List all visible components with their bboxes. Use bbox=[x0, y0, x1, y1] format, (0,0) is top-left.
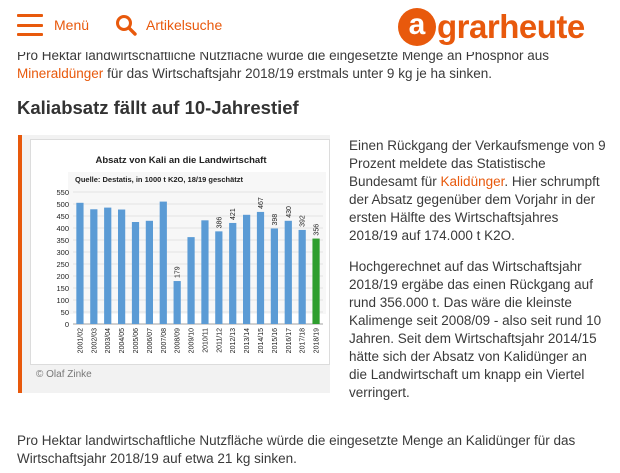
search-icon bbox=[116, 15, 137, 36]
x-tick-label: 2006/07 bbox=[147, 328, 154, 353]
data-label: 421 bbox=[230, 208, 237, 220]
x-tick-label: 2008/09 bbox=[175, 328, 182, 353]
y-axis-ticks: 0 50 100 150 200 250 300 350 400 450 500 550 bbox=[56, 188, 69, 329]
y-tick-label: 250 bbox=[56, 260, 69, 269]
x-tick-label: 2003/04 bbox=[105, 328, 112, 353]
intro-paragraph: Pro Hektar landwirtschaftliche Nutzfläch… bbox=[17, 47, 607, 83]
data-label: 467 bbox=[258, 197, 265, 209]
y-tick-label: 300 bbox=[56, 248, 69, 257]
data-labels: 179 386 421 467 398 430 392 356 bbox=[175, 197, 321, 278]
data-label: 398 bbox=[272, 214, 279, 226]
article-search-button[interactable]: Artikelsuche bbox=[115, 14, 222, 36]
data-label: 430 bbox=[286, 206, 293, 218]
x-tick-label: 2017/18 bbox=[300, 328, 307, 353]
x-tick-label: 2014/15 bbox=[258, 328, 265, 353]
x-tick-label: 2011/12 bbox=[216, 328, 223, 353]
kaliduenger-link[interactable]: Kalidünger bbox=[440, 174, 505, 189]
bar bbox=[118, 209, 126, 324]
bar bbox=[159, 201, 167, 324]
bar bbox=[145, 220, 153, 324]
y-tick-label: 150 bbox=[56, 284, 69, 293]
data-label: 356 bbox=[314, 224, 321, 236]
x-tick-label: 2010/11 bbox=[202, 328, 209, 353]
section-heading: Kaliabsatz fällt auf 10-Jahrestief bbox=[17, 97, 299, 118]
chart-title: Absatz von Kali an die Landwirtschaft bbox=[95, 155, 267, 166]
bar bbox=[243, 214, 251, 324]
bar bbox=[201, 220, 209, 324]
logo-wordmark: grarheute bbox=[437, 8, 585, 45]
y-tick-label: 500 bbox=[56, 200, 69, 209]
data-label: 179 bbox=[175, 266, 182, 278]
x-tick-label: 2004/05 bbox=[119, 328, 126, 353]
y-tick-label: 200 bbox=[56, 272, 69, 281]
side-text-1: Einen Rückgang der Verkaufsmenge von 9 P… bbox=[349, 138, 606, 189]
logo-mark: a bbox=[398, 8, 436, 46]
y-tick-label: 450 bbox=[56, 212, 69, 221]
bar bbox=[187, 237, 195, 324]
chart-subtitle: Quelle: Destatis, in 1000 t K2O, 18/19 g… bbox=[75, 175, 243, 184]
mineralduenger-link[interactable]: Mineraldünger bbox=[17, 66, 104, 81]
site-logo[interactable]: a grarheute bbox=[398, 8, 585, 46]
kali-bar-chart: Absatz von Kali an die Landwirtschaft Qu… bbox=[56, 155, 326, 353]
x-axis-ticks: 2001/02 2002/03 2003/04 2004/05 2005/06 2006/… bbox=[77, 328, 320, 353]
y-tick-label: 550 bbox=[56, 188, 69, 197]
bar bbox=[90, 209, 98, 324]
data-label: 386 bbox=[216, 217, 223, 229]
y-tick-label: 350 bbox=[56, 236, 69, 245]
x-tick-label: 2002/03 bbox=[91, 328, 98, 353]
x-tick-label: 2005/06 bbox=[133, 328, 140, 353]
bottom-paragraph: Pro Hektar landwirtschaftliche Nutzfläch… bbox=[17, 433, 576, 466]
data-label: 392 bbox=[300, 215, 307, 227]
y-tick-label: 50 bbox=[61, 308, 69, 317]
bar bbox=[131, 222, 140, 324]
bar bbox=[104, 207, 112, 324]
y-tick-label: 0 bbox=[65, 320, 69, 329]
x-tick-label: 2012/13 bbox=[230, 328, 237, 353]
side-paragraph-2: Hochgerechnet auf das Wirtschaftsjahr 20… bbox=[349, 259, 602, 400]
bar bbox=[229, 222, 237, 324]
y-tick-label: 100 bbox=[56, 296, 69, 305]
grid-lines bbox=[73, 191, 323, 325]
bar bbox=[173, 281, 181, 324]
x-tick-label: 2018/19 bbox=[314, 328, 321, 353]
x-tick-label: 2013/14 bbox=[244, 328, 251, 353]
x-tick-label: 2016/17 bbox=[286, 328, 293, 353]
bar bbox=[76, 202, 84, 324]
bar bbox=[298, 229, 306, 324]
site-header: Menü Artikelsuche a grarheute bbox=[0, 0, 620, 52]
chart-image[interactable]: Absatz von Kali an die Landwirtschaft Qu… bbox=[30, 139, 330, 365]
bar bbox=[284, 220, 292, 324]
bar bbox=[215, 231, 223, 324]
bar bbox=[312, 238, 320, 324]
hamburger-icon bbox=[17, 14, 43, 36]
side-text-1-end: . Hier schrumpft der Absatz gegenüber de… bbox=[349, 174, 600, 243]
article-figure: Absatz von Kali an die Landwirtschaft Qu… bbox=[18, 135, 330, 393]
x-tick-label: 2001/02 bbox=[77, 328, 84, 353]
side-text: Einen Rückgang der Verkaufsmenge von 9 P… bbox=[349, 137, 607, 415]
menu-button[interactable]: Menü bbox=[17, 14, 89, 36]
y-tick-label: 400 bbox=[56, 224, 69, 233]
x-tick-label: 2015/16 bbox=[272, 328, 279, 353]
bar bbox=[270, 228, 278, 324]
figure-caption: © Olaf Zinke bbox=[36, 369, 92, 380]
side-paragraph-1: Einen Rückgang der Verkaufsmenge von 9 P… bbox=[349, 137, 607, 245]
intro-text-end: für das Wirtschaftsjahr 2018/19 erstmals… bbox=[103, 66, 492, 81]
bars bbox=[76, 201, 320, 324]
x-tick-label: 2009/10 bbox=[189, 328, 196, 353]
bar bbox=[256, 211, 265, 324]
menu-label: Menü bbox=[54, 17, 90, 33]
search-label: Artikelsuche bbox=[146, 17, 223, 33]
x-tick-label: 2007/08 bbox=[161, 328, 168, 353]
